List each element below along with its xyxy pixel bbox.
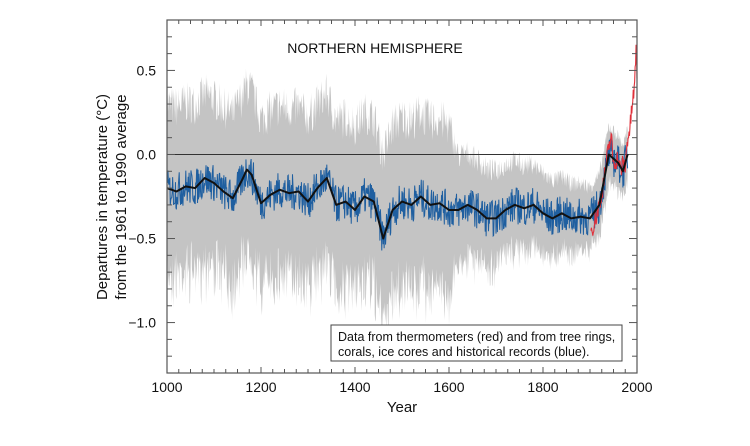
annotation-line1: Data from thermometers (red) and from tr… [338,330,615,344]
y-tick-label: 0.5 [137,62,157,78]
x-tick-label: 1200 [245,379,276,395]
annotation-line2: corals, ice cores and historical records… [338,345,590,359]
x-tick-label: 1600 [433,379,464,395]
uncertainty-band [167,68,628,339]
x-tick-label: 1800 [527,379,558,395]
x-tick-label: 1400 [339,379,370,395]
x-axis-label: Year [387,399,417,416]
y-axis-label-line2: from the 1961 to 1990 average [113,94,130,299]
smoothed-series-line [166,153,629,240]
annotation-box: Data from thermometers (red) and from tr… [330,324,623,362]
y-tick-label: 0.0 [137,146,157,162]
x-tick-label: 2000 [621,379,652,395]
x-tick-label: 1000 [151,379,182,395]
y-axis-label-line1: Departures in temperature (°C) [94,94,111,300]
y-tick-label: −0.5 [128,231,156,247]
proxy-series-line [166,137,629,251]
y-tick-label: −1.0 [128,315,156,331]
thermometer-series-line [590,44,638,236]
plot-area: 1000 1200 1400 1600 1800 2000 0.5 0.0 −0.5 −1.0 [128,19,653,395]
chart-title: NORTHERN HEMISPHERE [287,40,463,56]
